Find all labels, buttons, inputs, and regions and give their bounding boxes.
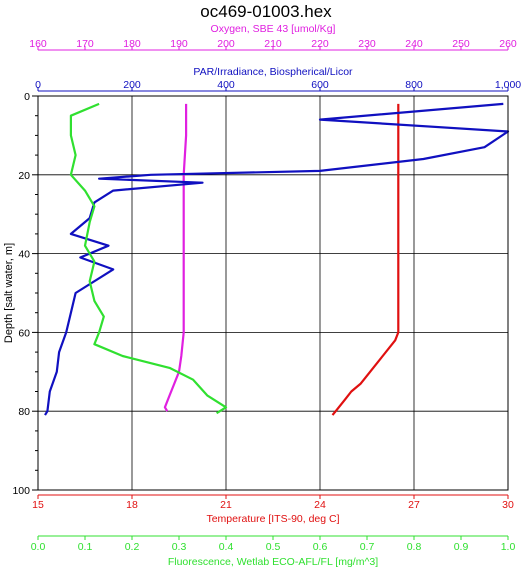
chart-title: oc469-01003.hex bbox=[200, 2, 332, 21]
series-layer bbox=[44, 102, 510, 416]
series-line-par bbox=[44, 102, 510, 416]
y-tick-label: 40 bbox=[18, 249, 30, 261]
x-axis-label-temperature: Temperature [ITS-90, deg C] bbox=[206, 513, 339, 525]
x-tick-label-fluorescence: 0.6 bbox=[313, 541, 328, 553]
x-tick-label-par: 200 bbox=[123, 79, 141, 91]
x-tick-label-temperature: 30 bbox=[502, 499, 514, 511]
x-tick-label-oxygen: 190 bbox=[170, 38, 188, 50]
y-axis-label: Depth [salt water, m] bbox=[3, 243, 15, 343]
x-tick-label-fluorescence: 0.9 bbox=[454, 541, 469, 553]
y-tick-label: 100 bbox=[12, 485, 30, 497]
x-tick-label-fluorescence: 0.1 bbox=[78, 541, 93, 553]
x-tick-label-par: 0 bbox=[35, 79, 41, 91]
x-tick-label-oxygen: 230 bbox=[358, 38, 376, 50]
y-tick-label: 20 bbox=[18, 170, 30, 182]
plot-background bbox=[38, 96, 508, 490]
x-axis-label-par: PAR/Irradiance, Biospherical/Licor bbox=[193, 66, 353, 78]
x-tick-label-oxygen: 180 bbox=[123, 38, 141, 50]
x-tick-label-fluorescence: 0.8 bbox=[407, 541, 422, 553]
x-tick-label-oxygen: 250 bbox=[452, 38, 470, 50]
x-axis-label-fluorescence: Fluorescence, Wetlab ECO-AFL/FL [mg/m^3] bbox=[168, 556, 378, 568]
series-line-fluorescence bbox=[69, 102, 228, 415]
y-tick-label: 80 bbox=[18, 406, 30, 418]
x-tick-label-fluorescence: 0.7 bbox=[360, 541, 375, 553]
x-axis-label-oxygen: Oxygen, SBE 43 [umol/Kg] bbox=[211, 23, 336, 35]
x-tick-label-fluorescence: 0.4 bbox=[219, 541, 234, 553]
axes-layer: 0 20 40 60 80 100 Depth [salt water, m] 160 170 1… bbox=[3, 23, 521, 568]
y-tick-label: 60 bbox=[18, 327, 30, 339]
x-tick-label-temperature: 15 bbox=[32, 499, 44, 511]
x-tick-label-oxygen: 240 bbox=[405, 38, 423, 50]
x-tick-label-oxygen: 260 bbox=[499, 38, 517, 50]
x-tick-label-oxygen: 170 bbox=[76, 38, 94, 50]
x-tick-label-fluorescence: 0.3 bbox=[172, 541, 187, 553]
x-tick-label-par: 1,000 bbox=[495, 79, 521, 91]
x-tick-label-fluorescence: 0.2 bbox=[125, 541, 140, 553]
series-line-temperature bbox=[331, 103, 400, 416]
x-tick-label-oxygen: 220 bbox=[311, 38, 329, 50]
x-tick-label-oxygen: 200 bbox=[217, 38, 235, 50]
x-tick-label-oxygen: 160 bbox=[29, 38, 47, 50]
x-tick-label-fluorescence: 0.0 bbox=[31, 541, 46, 553]
x-tick-label-temperature: 27 bbox=[408, 499, 420, 511]
x-tick-label-par: 600 bbox=[311, 79, 329, 91]
x-tick-label-oxygen: 210 bbox=[264, 38, 282, 50]
x-tick-label-temperature: 18 bbox=[126, 499, 138, 511]
y-tick-label: 0 bbox=[24, 91, 30, 103]
x-tick-label-par: 800 bbox=[405, 79, 423, 91]
x-tick-label-temperature: 21 bbox=[220, 499, 232, 511]
plot-area bbox=[38, 96, 508, 490]
x-tick-label-fluorescence: 1.0 bbox=[501, 541, 516, 553]
x-tick-label-temperature: 24 bbox=[314, 499, 326, 511]
x-tick-label-par: 400 bbox=[217, 79, 235, 91]
x-tick-label-fluorescence: 0.5 bbox=[266, 541, 281, 553]
